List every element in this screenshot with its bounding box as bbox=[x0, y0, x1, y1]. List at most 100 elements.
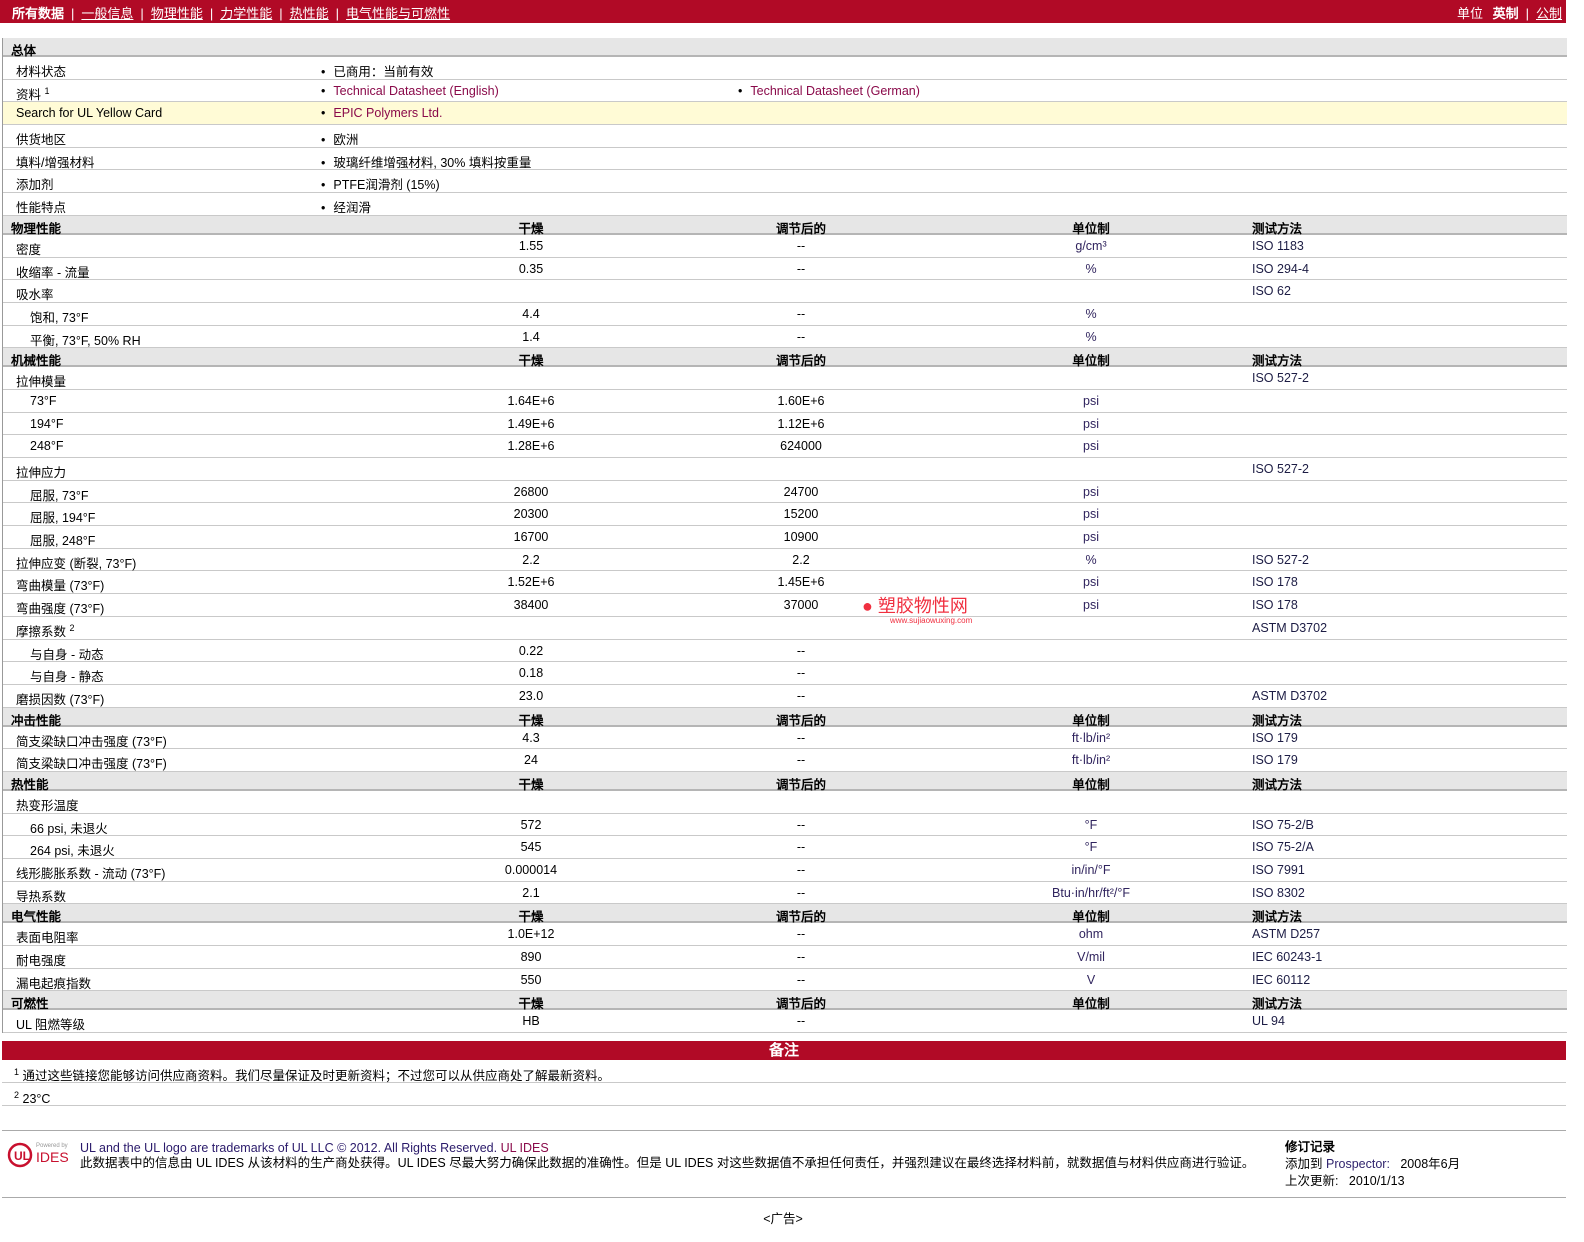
unit: °F bbox=[1084, 840, 1098, 855]
unit: V/mil bbox=[1077, 950, 1105, 965]
section-header: 冲击性能 干燥 调节后的 单位制 测试方法 bbox=[3, 707, 1567, 728]
section-header: 机械性能 干燥 调节后的 单位制 测试方法 bbox=[3, 348, 1567, 368]
dry-value: 4.3 bbox=[522, 730, 540, 745]
property-row: 耐电强度 890 -- V/mil IEC 60243-1 bbox=[3, 946, 1567, 969]
conditioned-value: 10900 bbox=[783, 530, 819, 545]
conditioned-value: 1.12E+6 bbox=[777, 416, 825, 431]
unit: psi bbox=[1083, 575, 1099, 590]
nav-link[interactable]: 力学性能 bbox=[220, 6, 273, 21]
unit: psi bbox=[1083, 530, 1099, 545]
test-method: ISO 527-2 bbox=[1252, 552, 1309, 567]
section-header-general: 总体 bbox=[3, 38, 1567, 58]
nav-link[interactable]: 物理性能 bbox=[150, 6, 203, 21]
property-row: 194°F 1.49E+6 1.12E+6 psi bbox=[3, 413, 1567, 436]
test-method: ISO 62 bbox=[1252, 284, 1291, 299]
test-method: ISO 178 bbox=[1252, 575, 1298, 590]
dry-value: 1.49E+6 bbox=[507, 416, 555, 431]
dry-value: 0.35 bbox=[518, 261, 544, 276]
property-row: 弯曲模量 (73°F) 1.52E+6 1.45E+6 psi ISO 178 bbox=[3, 571, 1567, 595]
property-name: 264 psi, 未退火 bbox=[30, 844, 115, 859]
property-row: 屈服, 194°F 20300 15200 psi bbox=[3, 503, 1567, 527]
unit: g/cm³ bbox=[1075, 238, 1107, 253]
row-value: PTFE润滑剂 (15%) bbox=[333, 178, 440, 193]
conditioned-value: -- bbox=[796, 840, 806, 855]
dry-value: 26800 bbox=[513, 484, 549, 499]
dry-value: 2.1 bbox=[522, 885, 540, 900]
property-name: 屈服, 73°F bbox=[30, 488, 89, 503]
datasheet-link[interactable]: EPIC Polymers Ltd. bbox=[333, 106, 443, 121]
nav-link[interactable]: 电气性能与可燃性 bbox=[346, 6, 451, 21]
units-metric[interactable]: 公制 bbox=[1535, 6, 1562, 21]
units-imperial[interactable]: 英制 bbox=[1492, 6, 1519, 21]
svg-text:UL: UL bbox=[14, 1149, 30, 1163]
property-name: 热变形温度 bbox=[16, 798, 79, 813]
test-method: ISO 75-2/A bbox=[1252, 840, 1314, 855]
general-row: 供货地区 • 欧洲 bbox=[3, 125, 1567, 148]
row-label: 添加剂 bbox=[16, 178, 54, 193]
property-name: 73°F bbox=[30, 393, 57, 408]
property-row: 与自身 - 动态 0.22 -- bbox=[3, 640, 1567, 663]
property-row: UL 阻燃等级 HB -- UL 94 bbox=[3, 1010, 1567, 1034]
unit: ft·lb/in² bbox=[1071, 753, 1111, 768]
nav-all-data[interactable]: 所有数据 bbox=[12, 6, 65, 21]
test-method: ISO 7991 bbox=[1252, 863, 1305, 877]
dry-value: 2.2 bbox=[522, 552, 540, 567]
property-name: 拉伸应力 bbox=[16, 466, 67, 480]
property-row: 密度 1.55 -- g/cm³ ISO 1183 bbox=[3, 235, 1567, 258]
top-nav: 所有数据 | 一般信息 | 物理性能 | 力学性能 | 热性能 | 电气性能与可燃性 单位 英制 | 公… bbox=[0, 0, 1566, 23]
conditioned-value: 624000 bbox=[780, 439, 822, 454]
section-header: 热性能 干燥 调节后的 单位制 测试方法 bbox=[3, 771, 1567, 792]
row-label[interactable]: Search for UL Yellow Card bbox=[16, 106, 163, 121]
unit: °F bbox=[1084, 817, 1098, 832]
datasheet-link[interactable]: Technical Datasheet (English) bbox=[333, 83, 499, 98]
note-1: 1 通过这些链接您能够访问供应商资料。我们尽量保证及时更新资料；不过您可以从供应… bbox=[2, 1060, 1566, 1083]
general-row: 资料 1 • Technical Datasheet (English) • Techn… bbox=[3, 80, 1567, 103]
dry-value: 24 bbox=[524, 753, 538, 768]
property-name: 屈服, 194°F bbox=[30, 511, 96, 526]
property-row: 热变形温度 bbox=[3, 791, 1567, 814]
dry-value: 16700 bbox=[513, 530, 549, 545]
test-method: ISO 75-2/B bbox=[1252, 817, 1314, 832]
general-row: 性能特点 • 经润滑 bbox=[3, 193, 1567, 216]
row-label: 资料 1 bbox=[16, 85, 50, 102]
property-row: 饱和, 73°F 4.4 --% bbox=[3, 303, 1567, 326]
datasheet-link[interactable]: Technical Datasheet (German) bbox=[750, 83, 920, 98]
row-value: 经润滑 bbox=[333, 201, 371, 216]
row-value: 欧洲 bbox=[333, 133, 359, 148]
dry-value: 23.0 bbox=[518, 688, 544, 703]
datasheet-table: 总体 材料状态 • 已商用：当前有效 资料 1 • Technical Datasheet … bbox=[2, 38, 1567, 1034]
conditioned-value: -- bbox=[796, 927, 806, 942]
notes-title: 备注 bbox=[2, 1041, 1566, 1060]
unit: psi bbox=[1083, 507, 1099, 522]
unit: psi bbox=[1083, 484, 1099, 499]
ul-ides-link[interactable]: UL IDES bbox=[500, 1141, 549, 1155]
property-row: 264 psi, 未退火 545 -- °F ISO 75-2/A bbox=[3, 836, 1567, 859]
dry-value: 0.000014 bbox=[504, 863, 558, 877]
conditioned-value: -- bbox=[796, 1014, 806, 1029]
test-method: ASTM D3702 bbox=[1252, 620, 1328, 635]
conditioned-value: -- bbox=[796, 238, 806, 253]
unit: psi bbox=[1083, 393, 1099, 408]
row-value: 玻璃纤维增强材料, 30% 填料按重量 bbox=[333, 155, 532, 170]
property-row: 导热系数 2.1 -- Btu·in/hr/ft²/°F ISO 8302 bbox=[3, 882, 1567, 905]
property-name: 248°F bbox=[30, 439, 64, 454]
dry-value: 550 bbox=[520, 972, 542, 987]
conditioned-value: -- bbox=[796, 666, 806, 681]
nav-link[interactable]: 热性能 bbox=[289, 6, 329, 21]
prospector-link[interactable]: Prospector: bbox=[1326, 1157, 1390, 1171]
dry-value: 0.18 bbox=[518, 666, 544, 681]
unit: in/in/°F bbox=[1071, 863, 1111, 877]
property-name: 漏电起痕指数 bbox=[16, 976, 92, 991]
dry-value: 1.52E+6 bbox=[507, 575, 555, 590]
property-row: 拉伸应变 (断裂, 73°F) 2.2 2.2% ISO 527-2 bbox=[3, 549, 1567, 572]
nav-link[interactable]: 一般信息 bbox=[81, 6, 134, 21]
svg-text:IDES: IDES bbox=[36, 1149, 69, 1165]
dry-value: 572 bbox=[520, 817, 542, 832]
revision-history: 修订记录 添加到 Prospector: 2008年6月 上次更新: 2010/1/… bbox=[1285, 1140, 1461, 1188]
property-row: 拉伸应力 ISO 527-2 bbox=[3, 458, 1567, 481]
property-name: 与自身 - 静态 bbox=[30, 670, 104, 685]
footer: UL Powered by IDES UL and the UL logo are … bbox=[2, 1130, 1566, 1198]
test-method: IEC 60243-1 bbox=[1252, 950, 1323, 965]
property-row: 吸水率 ISO 62 bbox=[3, 280, 1567, 303]
conditioned-value: -- bbox=[796, 730, 806, 745]
